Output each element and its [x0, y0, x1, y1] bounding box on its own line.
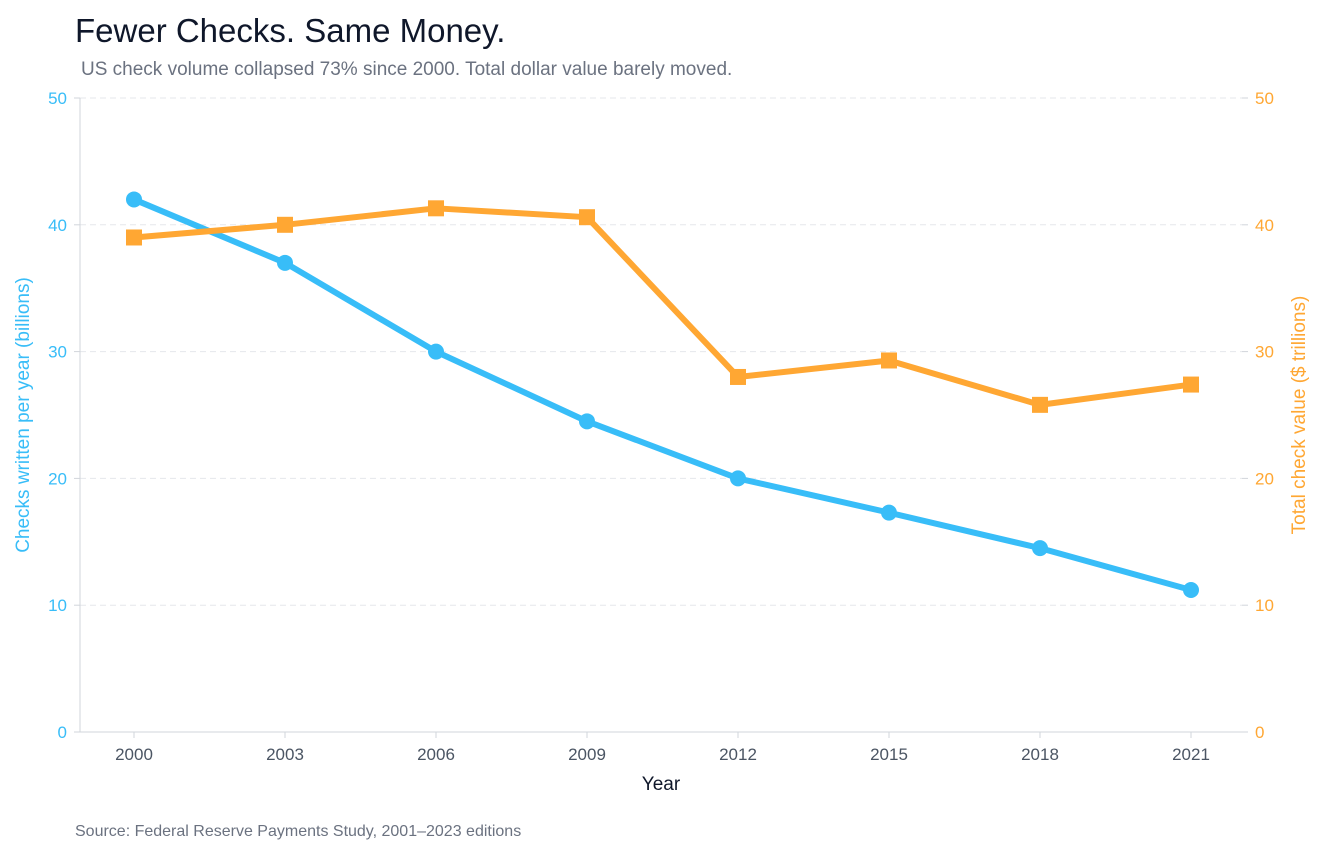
data-point-checks	[1032, 540, 1048, 557]
x-axis-label: Year	[642, 774, 681, 795]
x-tick-label: 2003	[266, 745, 304, 764]
data-point-checks	[428, 343, 444, 360]
y-axis-label-left: Checks written per year (billions)	[13, 277, 34, 553]
data-point-value	[730, 368, 746, 385]
x-tick-label: 2012	[719, 745, 757, 764]
x-tick-label: 2021	[1172, 745, 1210, 764]
data-point-checks	[277, 254, 293, 271]
data-point-checks	[1183, 581, 1199, 598]
chart-title: Fewer Checks. Same Money.	[75, 12, 506, 49]
data-point-value	[1032, 396, 1048, 413]
x-tick-label: 2015	[870, 745, 908, 764]
data-point-value	[428, 200, 444, 217]
y-tick-label-right: 20	[1255, 469, 1274, 488]
y-tick-label-right: 30	[1255, 343, 1274, 362]
y-tick-label-left: 40	[48, 216, 67, 235]
y-tick-label-right: 10	[1255, 596, 1274, 615]
y-tick-label-left: 50	[48, 89, 67, 108]
data-point-checks	[730, 470, 746, 487]
y-tick-label-left: 0	[58, 723, 67, 742]
y-tick-label-right: 40	[1255, 216, 1274, 235]
series-line-right	[133, 205, 1192, 408]
x-tick-label: 2018	[1021, 745, 1059, 764]
data-point-checks	[881, 504, 897, 521]
source-note: Source: Federal Reserve Payments Study, …	[75, 823, 522, 840]
x-tick-label: 2009	[568, 745, 606, 764]
y-axis-label-right: Total check value ($ trillions)	[1289, 296, 1310, 535]
y-tick-label-left: 10	[48, 596, 67, 615]
data-point-checks	[126, 191, 142, 208]
data-point-value	[881, 352, 897, 369]
data-point-value	[1183, 376, 1199, 393]
data-point-value	[126, 229, 142, 246]
data-point-value	[277, 216, 293, 233]
y-tick-label-left: 20	[48, 469, 67, 488]
data-point-checks	[579, 413, 595, 430]
y-tick-label-right: 50	[1255, 89, 1274, 108]
y-tick-label-right: 0	[1255, 723, 1264, 742]
series-line-left	[132, 196, 1192, 593]
x-tick-label: 2000	[115, 745, 153, 764]
chart-subtitle: US check volume collapsed 73% since 2000…	[81, 59, 733, 80]
x-tick-label: 2006	[417, 745, 455, 764]
data-point-value	[579, 209, 595, 226]
y-tick-label-left: 30	[48, 343, 67, 362]
